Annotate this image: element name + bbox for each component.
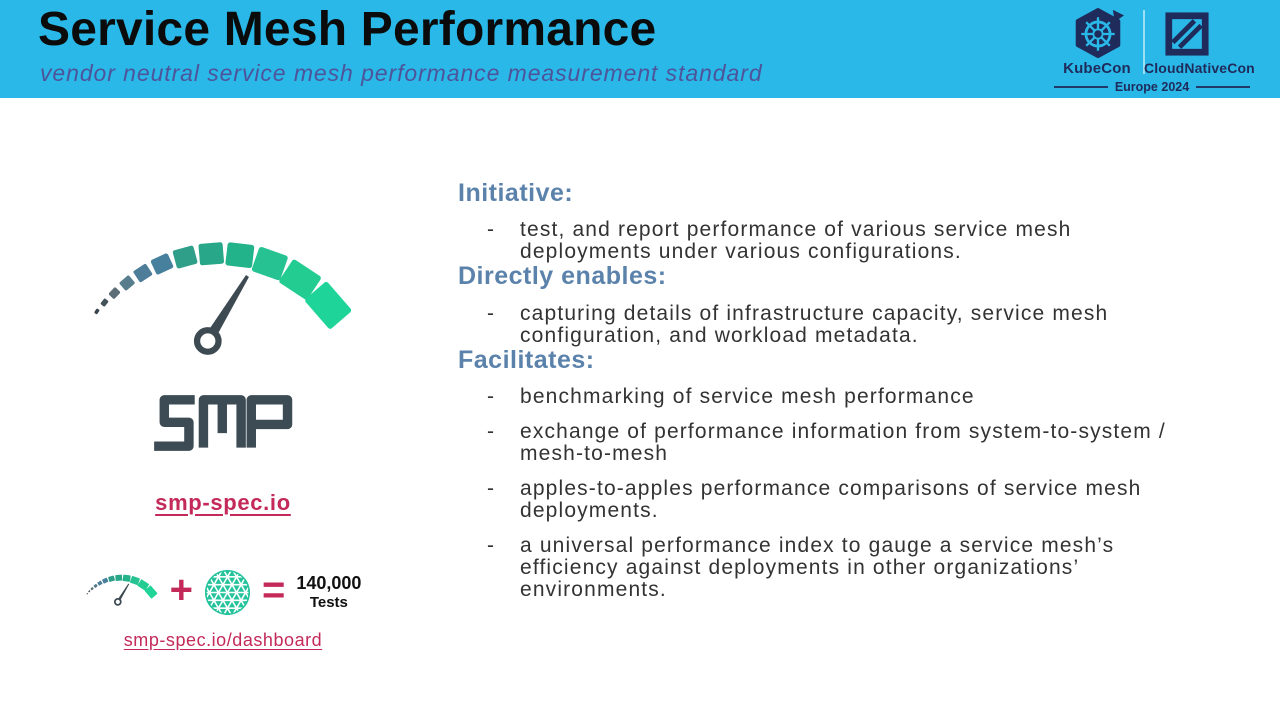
bullet-text: apples-to-apples performance comparisons… [520,477,1142,523]
list-item: - benchmarking of service mesh performan… [458,384,1218,408]
test-count-unit: Tests [309,593,348,611]
bullet-text: benchmarking of service mesh performance [520,384,975,408]
cloudnativecon-icon [1165,12,1209,56]
cloudnativecon-label: CloudNativeCon [1144,60,1255,76]
bullet-dash: - [487,384,494,408]
conference-logo-block: KubeCon CloudNativeCon Europe 2024 [1054,8,1255,96]
bullet-dash: - [487,218,494,242]
bullet-dash: - [487,301,494,325]
edition-rule-left [1054,86,1108,88]
logo-divider [1143,10,1145,74]
list-item: - a universal performance index to gauge… [458,535,1218,601]
tests-equation: + = 140,000 Tests [85,564,361,620]
section-heading: Directly enables: [458,262,667,291]
bullet-text: exchange of performance information from… [520,419,1166,466]
bullet-dash: - [487,477,494,501]
list-item: - apples-to-apples performance compariso… [458,478,1218,522]
meshery-mesh-icon [204,569,250,615]
kubecon-label: KubeCon [1063,60,1131,77]
test-count: 140,000 Tests [296,573,361,611]
test-count-value: 140,000 [296,573,362,594]
edition-rule-right [1196,86,1250,88]
bullet-text: capturing details of infrastructure capa… [520,301,1109,347]
page-title: Service Mesh Performance [38,3,657,56]
content-column: Initiative: - test, and report performan… [458,180,1218,601]
list-item: - exchange of performance information fr… [458,419,1218,466]
section-facilitates: Facilitates: - benchmarking of service m… [458,345,1218,602]
header-banner: Service Mesh Performance vendor neutral … [0,0,1280,98]
kubecon-helm-icon [1075,8,1124,59]
section-heading: Facilitates: [458,345,595,374]
bullet-dash: - [487,419,494,443]
section-initiative: Initiative: - test, and report performan… [458,180,1218,263]
smp-branding-column: smp-spec.io + = 140, [42,222,404,651]
conference-edition: Europe 2024 [1054,80,1250,94]
list-item: - test, and report performance of variou… [458,219,1218,263]
list-item: - capturing details of infrastructure ca… [458,301,1218,347]
smp-wordmark [154,395,293,451]
page-subtitle: vendor neutral service mesh performance … [40,60,763,86]
dashboard-link[interactable]: smp-spec.io/dashboard [123,630,323,650]
mini-gauge-icon [85,569,159,616]
plus-icon: + [169,568,193,612]
section-heading: Initiative: [458,179,574,207]
edition-label: Europe 2024 [1114,80,1190,94]
bullet-text: test, and report performance of various … [520,218,1072,264]
smp-spec-link[interactable]: smp-spec.io [155,490,291,515]
bullet-dash: - [487,534,494,558]
equals-icon: = [261,568,286,612]
section-directly-enables: Directly enables: - capturing details of… [458,263,1218,346]
bullet-text: a universal performance index to gauge a… [520,534,1115,602]
smp-gauge-logo [82,222,364,392]
